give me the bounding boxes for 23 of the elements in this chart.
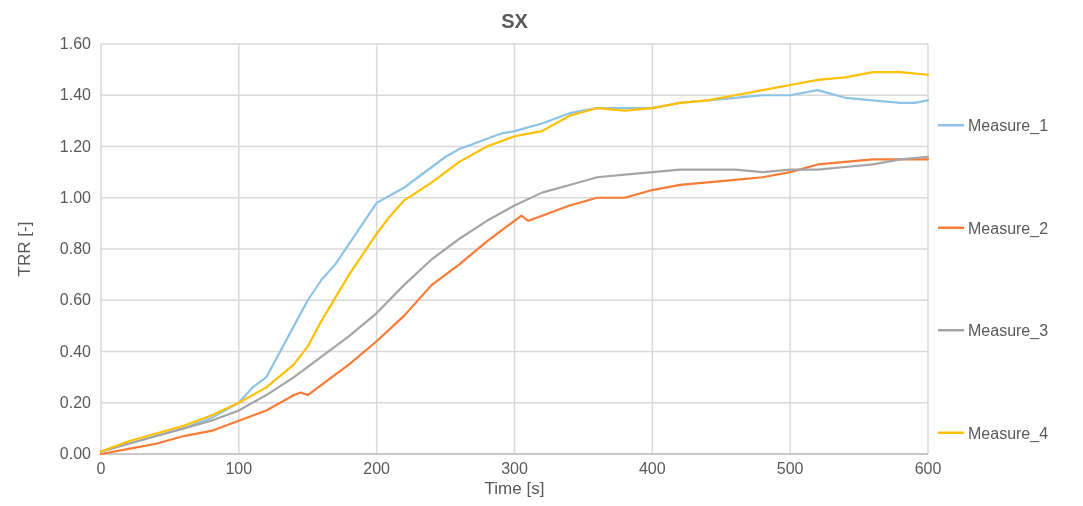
x-tick-label: 100 bbox=[225, 460, 253, 477]
legend-label: Measure_4 bbox=[968, 424, 1049, 443]
legend-label: Measure_2 bbox=[968, 219, 1049, 238]
x-tick-label: 300 bbox=[501, 460, 528, 477]
y-tick-label: 0.40 bbox=[59, 342, 92, 360]
x-tick-label: 200 bbox=[363, 460, 391, 477]
y-tick-label: 1.40 bbox=[59, 86, 92, 104]
x-axis-title: Time [s] bbox=[484, 479, 545, 498]
y-tick-label: 0.80 bbox=[59, 240, 92, 257]
chart-title: SX bbox=[501, 10, 529, 32]
y-axis-title: TRR [-] bbox=[15, 221, 34, 277]
x-tick-label: 0 bbox=[96, 460, 106, 477]
y-tick-label: 0.00 bbox=[59, 445, 92, 462]
y-tick-label: 1.20 bbox=[59, 137, 92, 155]
y-tick-label: 1.00 bbox=[59, 188, 92, 206]
x-tick-label: 400 bbox=[638, 460, 666, 477]
legend-label: Measure_3 bbox=[968, 322, 1049, 341]
y-tick-label: 1.60 bbox=[59, 35, 92, 52]
y-tick-label: 0.60 bbox=[59, 291, 92, 309]
legend-label: Measure_1 bbox=[968, 117, 1049, 136]
x-tick-label: 600 bbox=[914, 460, 942, 477]
y-tick-label: 0.20 bbox=[59, 393, 92, 411]
x-tick-label: 500 bbox=[776, 460, 804, 477]
